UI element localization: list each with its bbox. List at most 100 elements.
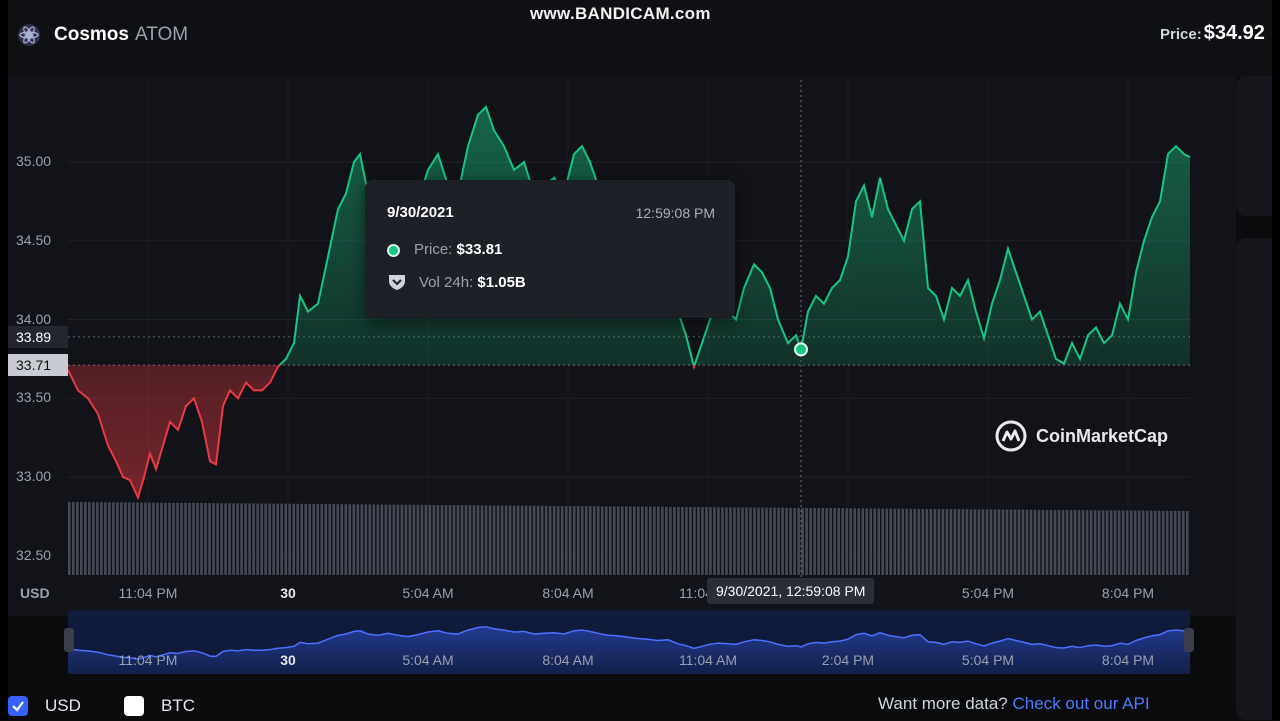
- volume-bar: [260, 503, 263, 575]
- volume-bar: [1069, 510, 1073, 575]
- volume-bar: [981, 509, 985, 575]
- cosmos-logo-icon: [18, 24, 40, 46]
- volume-bar: [400, 504, 404, 575]
- btc-checkbox[interactable]: [124, 696, 144, 716]
- volume-bar: [1161, 510, 1165, 575]
- navigator-line: [67, 626, 1191, 660]
- volume-bar: [849, 508, 852, 575]
- volume-bar: [1153, 510, 1157, 575]
- volume-bar: [865, 508, 869, 575]
- volume-bar: [584, 506, 588, 575]
- volume-bar: [624, 506, 628, 575]
- volume-bar: [396, 504, 400, 575]
- volume-bar: [272, 503, 275, 575]
- volume-bar: [564, 505, 568, 575]
- volume-bar: [761, 507, 764, 575]
- coinmarketcap-logo-icon: [995, 420, 1027, 452]
- volume-bar: [476, 505, 480, 575]
- volume-bar: [456, 505, 460, 575]
- y-tick-label: 34.00: [16, 310, 52, 327]
- hover-point[interactable]: [794, 342, 808, 357]
- volume-bar: [524, 505, 528, 575]
- navigator-left-handle[interactable]: [64, 628, 74, 652]
- navigator-right-handle[interactable]: [1184, 628, 1194, 652]
- volume-bar: [560, 505, 564, 575]
- volume-bar: [548, 505, 552, 575]
- x-tick-label: 5:04 AM: [402, 585, 454, 601]
- volume-bar: [917, 508, 921, 575]
- volume-bar: [893, 508, 897, 575]
- volume-bar: [372, 504, 376, 575]
- volume-bar: [304, 503, 308, 575]
- volume-bar: [1137, 510, 1141, 575]
- volume-bar: [192, 502, 195, 575]
- volume-bar: [1129, 510, 1133, 575]
- volume-bar: [757, 507, 760, 575]
- open-price-badge: 33.71: [8, 354, 68, 376]
- api-link[interactable]: Check out our API: [1012, 694, 1150, 713]
- volume-bar: [965, 509, 969, 575]
- volume-bar: [216, 503, 219, 575]
- volume-bar: [717, 507, 720, 575]
- volume-bar: [1045, 509, 1049, 575]
- volume-bar: [1133, 510, 1137, 575]
- volume-bar: [416, 504, 420, 575]
- volume-bar: [472, 505, 476, 575]
- volume-bar: [156, 502, 159, 575]
- volume-bar: [1033, 509, 1037, 575]
- y-tick-label: 34.50: [16, 231, 52, 248]
- volume-bar: [969, 509, 973, 575]
- volume-bar: [737, 507, 740, 575]
- volume-bar: [380, 504, 384, 575]
- volume-bar: [773, 507, 776, 575]
- volume-bar: [713, 507, 716, 575]
- volume-bar: [877, 508, 881, 575]
- tooltip-date: 9/30/2021: [387, 204, 454, 221]
- volume-bar: [929, 508, 933, 575]
- volume-bar: [412, 504, 416, 575]
- volume-bar: [588, 506, 592, 575]
- volume-bar: [116, 502, 119, 575]
- side-card: [1236, 76, 1272, 216]
- volume-bar: [1077, 510, 1081, 575]
- right-edge: [1272, 0, 1280, 720]
- navigator-tick-label: 8:04 PM: [1101, 652, 1155, 668]
- volume-bar: [825, 508, 828, 575]
- volume-bar: [1029, 509, 1033, 575]
- volume-bar: [160, 502, 163, 575]
- usd-checkbox-label[interactable]: USD: [45, 696, 81, 715]
- volume-bar: [320, 504, 324, 575]
- volume-bar: [172, 502, 175, 575]
- btc-checkbox-label[interactable]: BTC: [161, 696, 195, 715]
- volume-bar: [144, 502, 147, 575]
- volume-bar: [344, 504, 348, 575]
- volume-bar: [765, 507, 768, 575]
- volume-bar: [184, 502, 187, 575]
- volume-bar: [480, 505, 484, 575]
- volume-bar: [168, 502, 171, 575]
- volume-bar: [256, 503, 259, 575]
- volume-bar: [580, 506, 584, 575]
- volume-bar: [392, 504, 396, 575]
- volume-bar: [1117, 510, 1121, 575]
- volume-bar: [1073, 510, 1077, 575]
- volume-bar: [408, 504, 412, 575]
- volume-bar: [677, 506, 680, 575]
- volume-bar: [669, 506, 672, 575]
- volume-bar: [785, 507, 788, 575]
- volume-bar: [749, 507, 752, 575]
- price-line-down: [67, 365, 1065, 501]
- volume-bar: [352, 504, 356, 575]
- volume-bar: [280, 503, 283, 575]
- usd-checkbox[interactable]: [8, 696, 28, 716]
- coin-title: Cosmos ATOM: [54, 24, 188, 46]
- navigator-tick-label: 8:04 AM: [542, 652, 594, 668]
- recorder-watermark: www.BANDICAM.com: [530, 4, 711, 23]
- volume-bar: [428, 504, 432, 575]
- volume-bar: [697, 507, 700, 575]
- volume-bar: [693, 507, 696, 575]
- y-tick-label: 33.00: [16, 468, 52, 484]
- volume-bar: [957, 509, 961, 575]
- volume-bar: [841, 508, 844, 575]
